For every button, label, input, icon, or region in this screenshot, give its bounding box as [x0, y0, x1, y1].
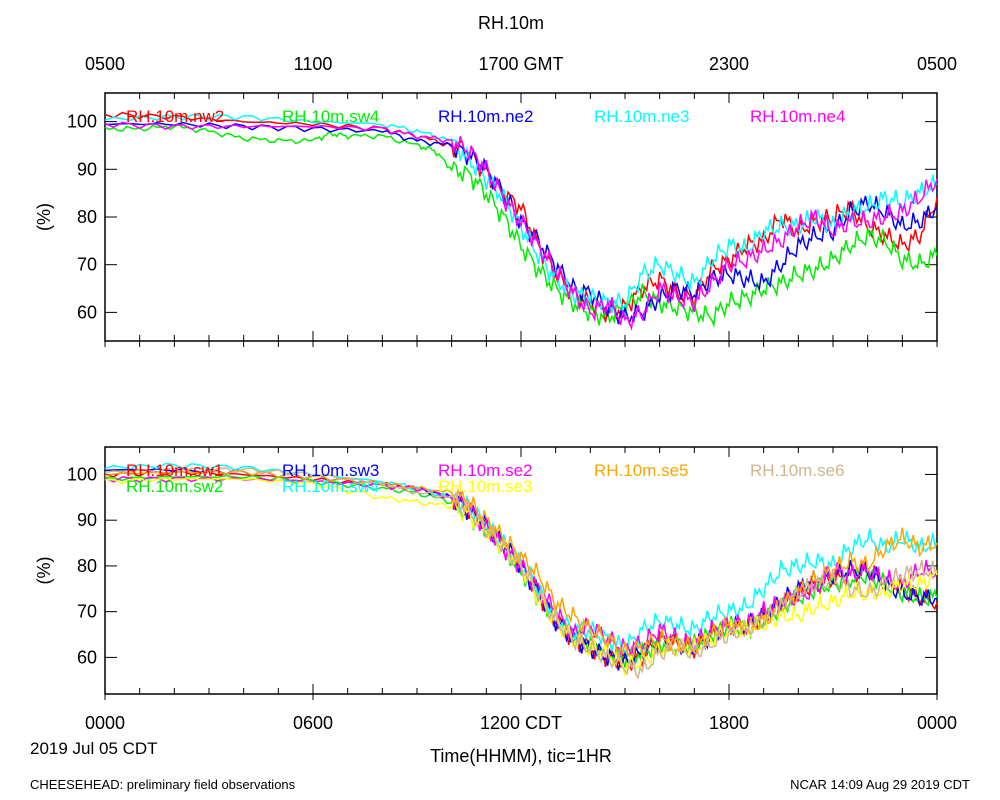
y-tick-label: 100 — [67, 112, 97, 132]
legend-entry: RH.10m.nw2 — [126, 107, 224, 126]
panel-2: 60 70 80 90 100 (%) 0000 0600 1200 CDT 1800 0000 Ti… — [34, 446, 957, 766]
top-tick-label: 1700 GMT — [478, 54, 563, 74]
x-tick-label: 0000 — [85, 713, 125, 733]
project-label: CHEESEHEAD: preliminary field observatio… — [30, 777, 296, 792]
y-tick-label: 90 — [77, 159, 97, 179]
series-line-RH-10m-ne4 — [104, 121, 938, 331]
y-tick-label: 70 — [77, 255, 97, 275]
series-line-RH-10m-ne2 — [104, 121, 938, 326]
y-tick-label: 90 — [77, 510, 97, 530]
y-tick-label: 60 — [77, 647, 97, 667]
y-tick-label: 70 — [77, 602, 97, 622]
legend-entry: RH.10m.ne2 — [438, 107, 533, 126]
y-axis-label: (%) — [34, 203, 54, 231]
y-tick-label: 80 — [77, 207, 97, 227]
top-tick-label: 2300 — [709, 54, 749, 74]
y-tick-label: 80 — [77, 556, 97, 576]
y-tick-label: 100 — [67, 464, 97, 484]
y-tick-label: 60 — [77, 302, 97, 322]
legend-entry: RH.10m.sw4 — [282, 477, 379, 496]
x-tick-label: 0600 — [293, 713, 333, 733]
stamp-label: NCAR 14:09 Aug 29 2019 CDT — [790, 777, 970, 792]
x-axis-label: Time(HHMM), tic=1HR — [430, 746, 612, 766]
x-tick-label: 0000 — [917, 713, 957, 733]
legend-entry: RH.10m.sw1 — [126, 461, 223, 480]
x-tick-label: 1200 CDT — [480, 713, 562, 733]
panel-1: 60 70 80 90 100 (%) 0500 1100 1700 GMT 2300 0500 RH… — [34, 13, 957, 347]
series-line-RH-10m-se6 — [104, 467, 938, 680]
legend-entry: RH.10m.se5 — [594, 461, 688, 480]
legend-entry: RH.10m.sw4 — [282, 107, 379, 126]
top-tick-label: 1100 — [294, 54, 333, 74]
legend-entry: RH.10m.sw2 — [126, 477, 223, 496]
y-axis-label: (%) — [34, 557, 54, 585]
series-line-RH-10m-sw4 — [104, 123, 938, 328]
top-tick-label: 0500 — [85, 54, 125, 74]
legend-entry: RH.10m.ne3 — [594, 107, 689, 126]
legend-entry: RH.10m.se2 — [438, 461, 532, 480]
legend-entry: RH.10m.ne4 — [750, 107, 845, 126]
legend-entry: RH.10m.se3 — [438, 477, 532, 496]
series-line-RH-10m-sw2 — [104, 474, 938, 668]
date-label: 2019 Jul 05 CDT — [30, 739, 158, 758]
series-line-RH-10m-se5 — [104, 469, 938, 659]
x-tick-label: 1800 — [709, 713, 749, 733]
legend-entry: RH.10m.sw3 — [282, 461, 379, 480]
legend-entry: RH.10m.se6 — [750, 461, 844, 480]
top-tick-label: 0500 — [917, 54, 957, 74]
chart-title: RH.10m — [478, 13, 544, 33]
